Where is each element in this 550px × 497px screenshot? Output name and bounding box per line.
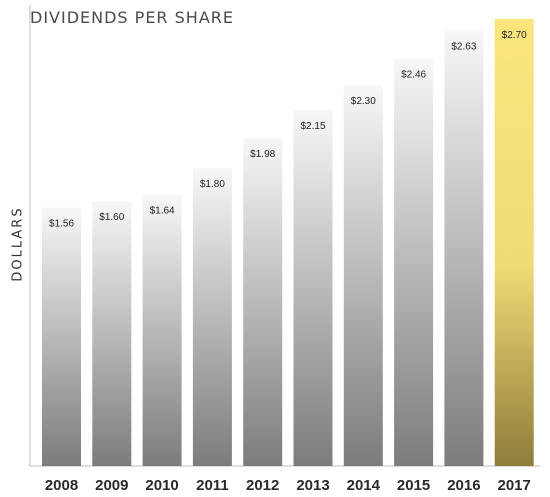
x-tick-label-2011: 2011: [196, 477, 229, 494]
x-tick-label-2013: 2013: [296, 477, 329, 494]
data-label-2008: $1.56: [49, 219, 74, 230]
bar-2010: [142, 194, 182, 466]
data-label-2010: $1.64: [150, 206, 175, 217]
bar-2009: [92, 201, 132, 466]
data-label-2017: $2.70: [502, 30, 527, 41]
data-label-2016: $2.63: [451, 42, 476, 53]
data-label-2014: $2.30: [351, 96, 376, 107]
bar-2015: [394, 58, 434, 466]
bar-2011: [192, 168, 232, 466]
data-label-2012: $1.98: [250, 149, 275, 160]
bar-2016: [444, 30, 484, 466]
data-label-2011: $1.80: [200, 179, 225, 190]
x-tick-label-2014: 2014: [347, 477, 381, 494]
x-tick-label-2010: 2010: [145, 477, 178, 494]
x-tick-label-2015: 2015: [397, 477, 430, 494]
data-label-2015: $2.46: [401, 70, 426, 81]
bar-2013: [293, 110, 333, 466]
x-tick-label-2009: 2009: [95, 477, 128, 494]
x-tick-label-2017: 2017: [498, 477, 531, 494]
chart-title: DIVIDENDS PER SHARE: [30, 8, 234, 27]
bar-2008: [42, 207, 81, 466]
bar-2014: [343, 85, 383, 466]
bars-group: $1.56 2008 $1.60 2009 $1.64 2010 $1.80 2011 $1.9…: [42, 19, 534, 494]
x-tick-label-2016: 2016: [447, 477, 480, 494]
x-tick-label-2008: 2008: [45, 477, 78, 494]
bar-2017: [494, 19, 534, 466]
x-tick-label-2012: 2012: [246, 477, 279, 494]
bar-2012: [243, 138, 283, 466]
data-label-2009: $1.60: [99, 212, 124, 223]
data-label-2013: $2.15: [300, 121, 325, 132]
